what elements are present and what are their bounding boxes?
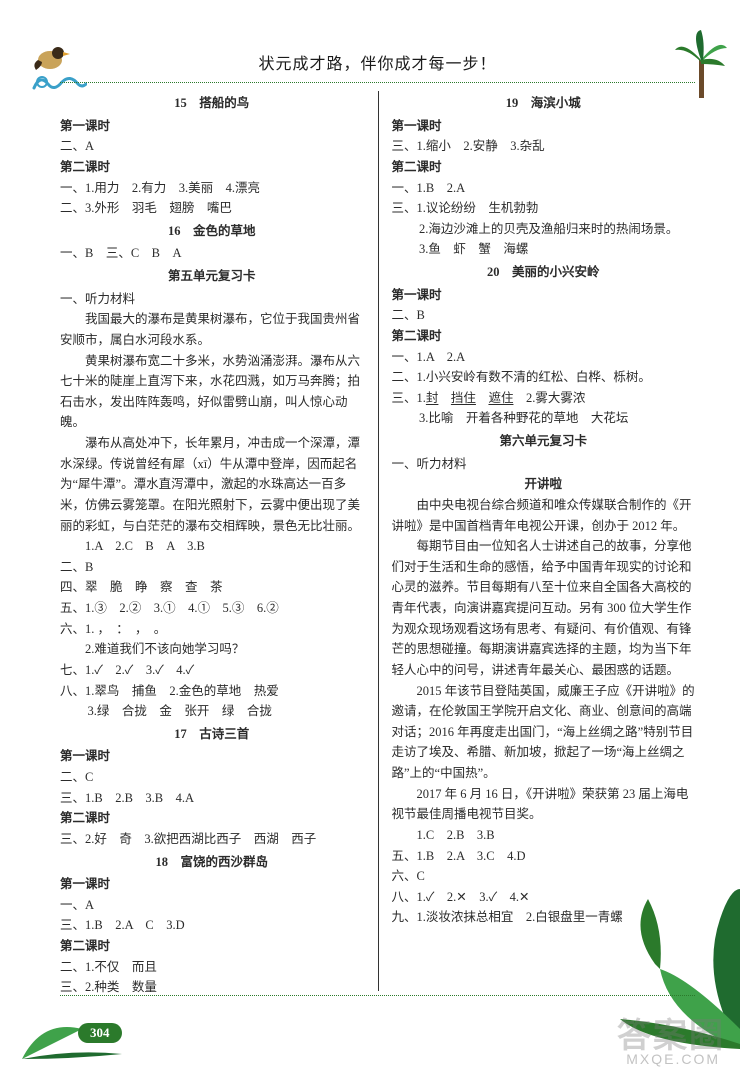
l18-k2-a: 二、1.不仅 而且 xyxy=(60,957,364,978)
u5-6a: 六、1. ， ： ， 。 xyxy=(60,619,364,640)
u5-4: 四、翠 脆 睁 察 查 茶 xyxy=(60,577,364,598)
lesson-15-k2: 第二课时 xyxy=(60,157,364,178)
unit6-title: 第六单元复习卡 xyxy=(392,431,696,452)
u6-p4: 2017 年 6 月 16 日，《开讲啦》荣获第 23 届上海电视节最佳周播电视… xyxy=(392,784,696,825)
l18-k1-b: 三、1.B 2.A C 3.D xyxy=(60,915,364,936)
page: 状元成才路，伴你成才每一步！ 15 搭船的鸟 第一课时 二、A 第二课时 一、1… xyxy=(0,0,750,1069)
u5-p2: 黄果树瀑布宽二十多米，水势汹涌澎湃。瀑布从六七十米的陡崖上直泻下来，水花四溅，如… xyxy=(60,351,364,434)
u6-p2: 每期节目由一位知名人士讲述自己的故事，分享他们对于生活和生命的感悟，给予中国青年… xyxy=(392,536,696,680)
l18-k2-b: 三、2.种类 数量 xyxy=(60,977,364,998)
u5-2: 二、B xyxy=(60,557,364,578)
u6-p1: 由中央电视台综合频道和唯众传媒联合制作的《开讲啦》是中国首档青年电视公开课，创办… xyxy=(392,495,696,536)
l17-k1-b: 三、1.B 2.B 3.B 4.A xyxy=(60,788,364,809)
lesson-15-k1: 第一课时 xyxy=(60,116,364,137)
divider-top xyxy=(60,82,695,83)
right-column: 19 海滨小城 第一课时 三、1.缩小 2.安静 3.杂乱 第二课时 一、1.B… xyxy=(378,91,696,991)
l18-k1-a: 一、A xyxy=(60,895,364,916)
u5-6b: 2.难道我们不该向她学习吗？ xyxy=(60,639,364,660)
u6-8: 八、1.✓ 2.✕ 3.✓ 4.✕ xyxy=(392,887,696,908)
l19-k2-d: 3.鱼 虾 蟹 海螺 xyxy=(392,239,696,260)
page-motto: 状元成才路，伴你成才每一步！ xyxy=(60,50,695,74)
unit5-title: 第五单元复习卡 xyxy=(60,266,364,287)
u5-1: 一、听力材料 xyxy=(60,289,364,310)
watermark-url: MXQE.COM xyxy=(626,1051,720,1067)
u5-p3: 瀑布从高处冲下，长年累月，冲击成一个深潭，潭水深绿。传说曾经有犀（xī）牛从潭中… xyxy=(60,433,364,536)
u6-p3: 2015 年该节目登陆英国，威廉王子应《开讲啦》的邀请，在伦敦国王学院开启文化、… xyxy=(392,681,696,784)
u5-8a: 八、1.翠鸟 捕鱼 2.金色的草地 热爱 xyxy=(60,681,364,702)
l17-k1-a: 二、C xyxy=(60,767,364,788)
lesson-19-title: 19 海滨小城 xyxy=(392,93,696,114)
l15-k1-ans: 二、A xyxy=(60,136,364,157)
u5-8b: 3.绿 合拢 金 张开 绿 合拢 xyxy=(60,701,364,722)
u6-1: 一、听力材料 xyxy=(392,454,696,475)
columns: 15 搭船的鸟 第一课时 二、A 第二课时 一、1.用力 2.有力 3.美丽 4… xyxy=(60,91,695,991)
u6-5: 五、1.B 2.A 3.C 4.D xyxy=(392,846,696,867)
u5-5: 五、1.③ 2.② 3.① 4.① 5.③ 6.② xyxy=(60,598,364,619)
l19-k2-b: 三、1.议论纷纷 生机勃勃 xyxy=(392,198,696,219)
u5-p1: 我国最大的瀑布是黄果树瀑布，它位于我国贵州省安顺市，属白水河段水系。 xyxy=(60,309,364,350)
l18-k2: 第二课时 xyxy=(60,936,364,957)
lesson-18-title: 18 富饶的西沙群岛 xyxy=(60,852,364,873)
lesson-20-title: 20 美丽的小兴安岭 xyxy=(392,262,696,283)
l17-k2-a: 三、2.好 奇 3.欲把西湖比西子 西湖 西子 xyxy=(60,829,364,850)
l17-k2: 第二课时 xyxy=(60,808,364,829)
l20-k2-d: 3.比喻 开着各种野花的草地 大花坛 xyxy=(392,408,696,429)
l20-k2-a: 一、1.A 2.A xyxy=(392,347,696,368)
watermark-text: 答案圈 xyxy=(617,1008,725,1057)
u6-1ans: 1.C 2.B 3.B xyxy=(392,825,696,846)
l20-k2-c: 三、1.封 挡住 遮住 2.雾大雾浓 xyxy=(392,388,696,409)
u6-6: 六、C xyxy=(392,866,696,887)
l17-k1: 第一课时 xyxy=(60,746,364,767)
l20-k1-a: 二、B xyxy=(392,305,696,326)
left-column: 15 搭船的鸟 第一课时 二、A 第二课时 一、1.用力 2.有力 3.美丽 4… xyxy=(60,91,378,991)
u6-heading: 开讲啦 xyxy=(392,474,696,495)
l20-k1: 第一课时 xyxy=(392,285,696,306)
lesson-17-title: 17 古诗三首 xyxy=(60,724,364,745)
lesson-15-title: 15 搭船的鸟 xyxy=(60,93,364,114)
l20-k2: 第二课时 xyxy=(392,326,696,347)
u5-7: 七、1.✓ 2.✓ 3.✓ 4.✓ xyxy=(60,660,364,681)
l16-a: 一、B 三、C B A xyxy=(60,243,364,264)
l20-k2-b: 二、1.小兴安岭有数不清的红松、白桦、栎树。 xyxy=(392,367,696,388)
column-divider xyxy=(378,91,379,991)
l19-k2-a: 一、1.B 2.A xyxy=(392,178,696,199)
u6-9: 九、1.淡妆浓抹总相宜 2.白银盘里一青螺 xyxy=(392,907,696,928)
l18-k1: 第一课时 xyxy=(60,874,364,895)
l15-k2-a: 一、1.用力 2.有力 3.美丽 4.漂亮 xyxy=(60,178,364,199)
l19-k2: 第二课时 xyxy=(392,157,696,178)
l19-k1: 第一课时 xyxy=(392,116,696,137)
u5-1ans: 1.A 2.C B A 3.B xyxy=(60,536,364,557)
l19-k2-c: 2.海边沙滩上的贝壳及渔船归来时的热闹场景。 xyxy=(392,219,696,240)
l19-k1-a: 三、1.缩小 2.安静 3.杂乱 xyxy=(392,136,696,157)
lesson-16-title: 16 金色的草地 xyxy=(60,221,364,242)
l15-k2-b: 二、3.外形 羽毛 翅膀 嘴巴 xyxy=(60,198,364,219)
page-number-badge: 304 xyxy=(78,1023,122,1043)
